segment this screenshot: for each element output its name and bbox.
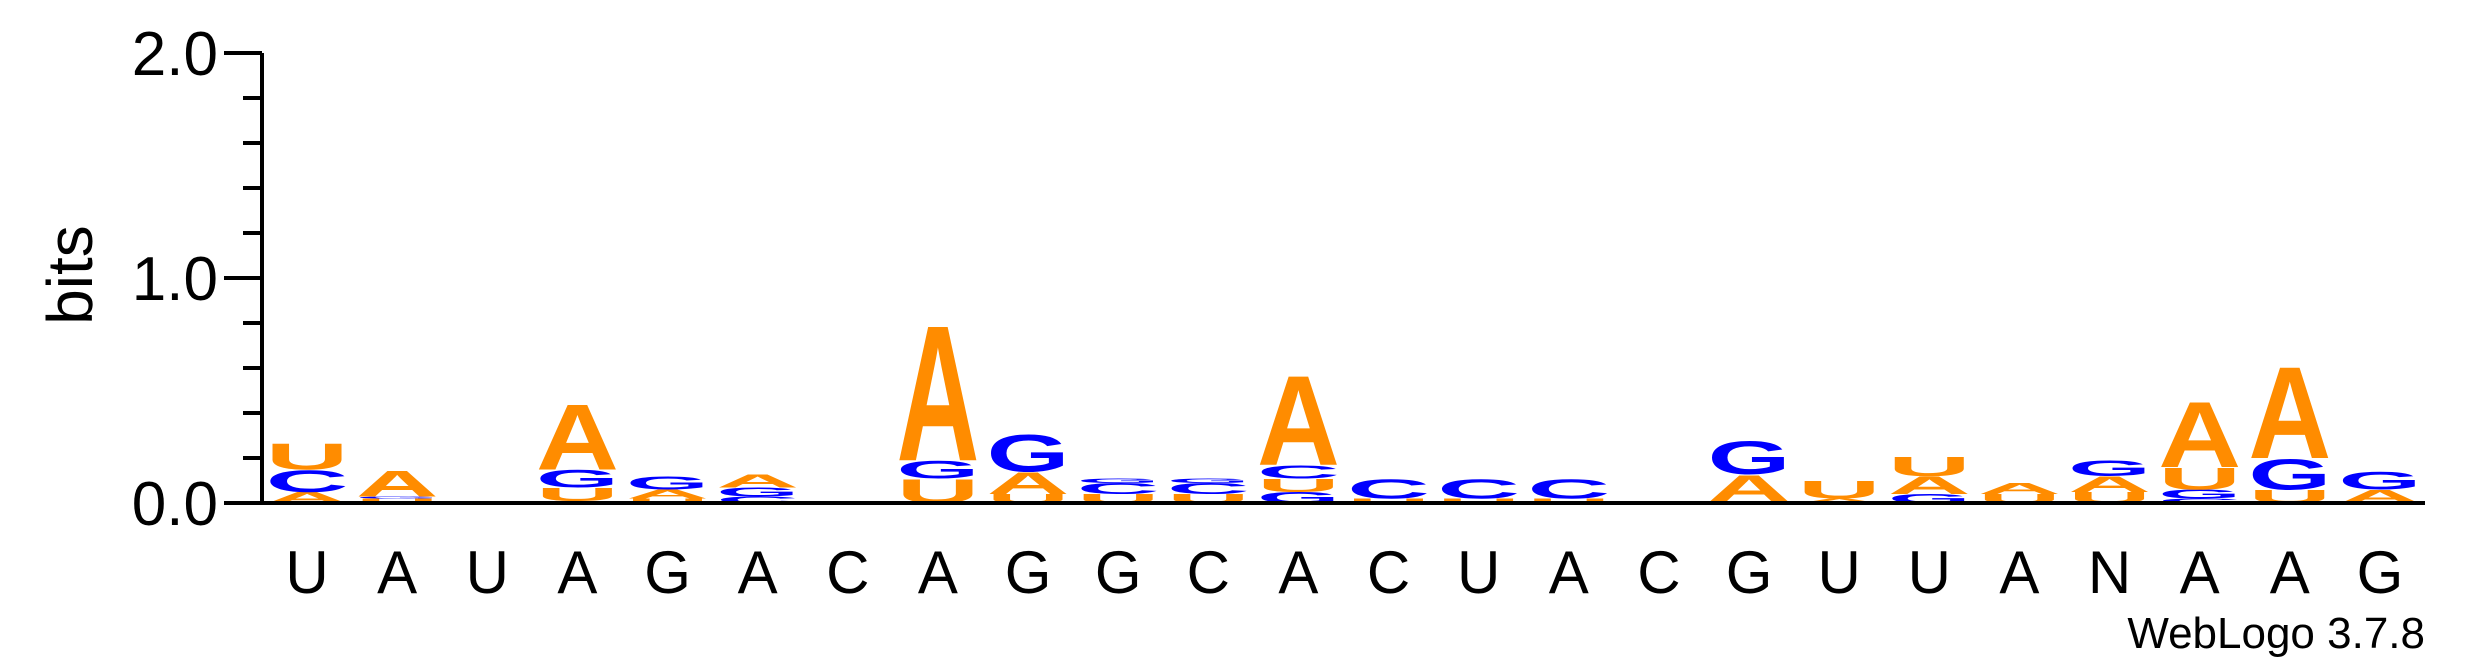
x-tick-label: C (1637, 539, 1680, 606)
x-tick-label: U (285, 539, 328, 606)
logo-letter-A: A (2158, 383, 2241, 488)
logo-letter-A: A (356, 463, 439, 505)
x-tick-label: C (1367, 539, 1410, 606)
logo-letter-G: G (716, 485, 799, 499)
logo-letter-A: A (536, 385, 619, 490)
x-tick-label: A (557, 539, 597, 606)
logo-letter-U: U (1527, 497, 1610, 504)
x-tick-label: U (466, 539, 509, 606)
x-tick-label: A (738, 539, 778, 606)
logo-letter-U: U (356, 497, 439, 504)
logo-letter-G: G (2338, 467, 2421, 495)
x-tick-label: U (1457, 539, 1500, 606)
logo-letter-G: G (1708, 432, 1791, 484)
logo-letter-C: C (716, 495, 799, 505)
x-tick-label: A (2270, 539, 2310, 606)
logo-letter-A: A (896, 285, 979, 502)
logo-letter-A: A (626, 487, 709, 501)
x-tick-label: A (1278, 539, 1318, 606)
logo-letter-G: G (1077, 477, 1160, 484)
logo-letter-U: U (536, 484, 619, 505)
x-tick-label: G (1005, 539, 1052, 606)
logo-letter-G: G (987, 424, 1070, 483)
logo-letter-U: U (626, 497, 709, 504)
x-tick-label: N (2088, 539, 2131, 606)
y-axis: 0.0 1.0 2.0 (132, 20, 264, 539)
x-tick-label: C (1187, 539, 1230, 606)
logo-letter-A: A (1257, 349, 1340, 492)
x-tick-label: G (1726, 539, 1773, 606)
logo-letter-G: G (2248, 450, 2331, 499)
logo-letter-C: C (1527, 473, 1610, 505)
logo-letter-C: C (1077, 480, 1160, 497)
logo-letter-U: U (1347, 497, 1430, 504)
x-tick-label: C (826, 539, 869, 606)
y-tick-label: 1.0 (132, 245, 218, 314)
logo-letter-G: G (2158, 487, 2241, 501)
logo-letter-U: U (1437, 497, 1520, 504)
x-tick-label: G (644, 539, 691, 606)
x-tick-label: A (1999, 539, 2039, 606)
logo-letter-G: G (626, 473, 709, 494)
logo-letter-A: A (716, 471, 799, 492)
y-tick-label: 2.0 (132, 20, 218, 89)
logo-letter-G: G (536, 465, 619, 493)
logo-letter-A: A (1798, 497, 1881, 504)
logo-letter-C: C (1347, 473, 1430, 505)
logo-letter-G: G (1167, 477, 1250, 484)
logo-letter-C: C (1257, 462, 1340, 483)
logo-letter-G: G (356, 496, 439, 499)
logo-letter-U: U (1798, 476, 1881, 504)
logo-letter-G: G (896, 456, 979, 484)
logo-letter-C: C (266, 464, 349, 499)
logo-letter-G: G (2068, 456, 2151, 480)
x-tick-label: U (1818, 539, 1861, 606)
x-tick-label: G (1095, 539, 1142, 606)
x-tick-label: A (1549, 539, 1589, 606)
logo-letter-U: U (1257, 475, 1340, 496)
logo-letter-A: A (1888, 471, 1971, 499)
x-tick-label: U (1908, 539, 1951, 606)
y-axis-label: bits (34, 225, 106, 325)
x-tick-label: A (918, 539, 958, 606)
weblogo-credit: WebLogo 3.7.8 (2127, 609, 2425, 658)
logo-letter-U: U (2158, 461, 2241, 496)
x-tick-label: G (2357, 539, 2404, 606)
logo-letter-A: A (987, 466, 1070, 501)
logo-letter-A: A (2248, 340, 2331, 487)
logo-letter-C: C (1437, 473, 1520, 505)
logo-letter-A: A (2068, 472, 2151, 497)
logo-letter-C: C (1167, 480, 1250, 497)
y-tick-label: 0.0 (132, 470, 218, 539)
x-tick-label: A (377, 539, 417, 606)
logo-letter-A: A (1978, 480, 2061, 497)
logo-letter-C: C (2158, 497, 2241, 504)
logo-letter-U: U (1888, 450, 1971, 482)
x-tick-label: A (2180, 539, 2220, 606)
letter-stacks: ACUUGACUGAUAGCGAUGAUAGUCGUCGGUCAUCUCUCUA… (266, 285, 2422, 510)
logo-letter-U: U (266, 436, 349, 478)
